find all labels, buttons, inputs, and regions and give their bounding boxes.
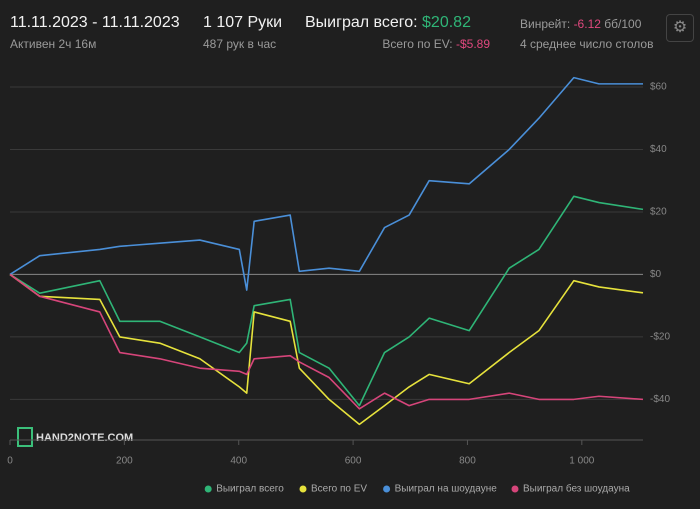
legend-marker	[299, 485, 307, 493]
won-value: $20.82	[422, 14, 471, 31]
won-total: Выиграл всего: $20.82	[305, 14, 471, 32]
x-tick-label: 400	[230, 456, 247, 467]
series-line	[9, 273, 644, 426]
x-tick-label: 600	[345, 456, 362, 467]
legend-marker	[204, 485, 212, 493]
y-tick-label: $0	[650, 269, 662, 280]
winrate: Винрейт: -6.12 бб/100	[520, 17, 641, 31]
watermark: HAND2NOTE.COM	[36, 432, 133, 444]
hands: 1 107 Руки	[203, 14, 283, 31]
watermark-logo	[17, 427, 33, 447]
legend-label: Всего по EV	[311, 484, 367, 495]
y-tick-label: $20	[650, 207, 667, 218]
hands-per-hour: 487 рук в час	[203, 37, 277, 51]
won-label: Выиграл всего:	[305, 14, 418, 31]
x-tick-label: 0	[7, 456, 13, 467]
active-time: Активен 2ч 16м	[10, 37, 97, 51]
date-range: 11.11.2023 - 11.11.2023	[10, 14, 180, 31]
legend-label: Выиграл без шоудауна	[523, 483, 630, 495]
legend-label: Выиграл всего	[216, 484, 284, 495]
legend-marker	[383, 485, 391, 493]
ev-label: Всего по EV:	[382, 37, 453, 51]
x-tick-label: 1 000	[569, 456, 594, 467]
legend-label: Выиграл на шоудауне	[395, 484, 498, 495]
series-line	[9, 76, 643, 291]
y-tick-label: -$40	[650, 394, 670, 405]
x-tick-label: 200	[116, 456, 133, 467]
y-tick-label: $40	[650, 144, 667, 155]
ev-total: Всего по EV: -$5.89	[382, 37, 490, 51]
winrate-value: -6.12	[573, 17, 601, 31]
series-line	[9, 195, 644, 407]
x-tick-label: 800	[459, 456, 476, 467]
ev-value: -$5.89	[455, 37, 490, 51]
legend-marker	[511, 485, 519, 493]
y-tick-label: -$20	[650, 332, 670, 343]
series-line	[9, 273, 644, 410]
settings-button[interactable]: ⚙	[666, 14, 694, 42]
winrate-label: Винрейт:	[520, 17, 571, 31]
winrate-unit: бб/100	[604, 17, 642, 31]
y-tick-label: $60	[650, 82, 667, 93]
tables: 4 среднее число столов	[520, 37, 654, 51]
